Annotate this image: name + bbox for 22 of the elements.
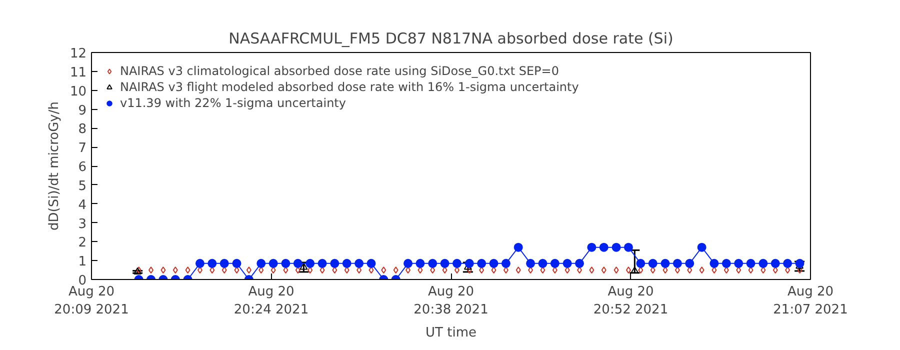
y-tick-label: 3 [78,216,87,232]
y-tick-label: 10 [70,84,87,100]
y-tick-label: 8 [78,122,87,138]
legend-label: NAIRAS v3 climatological absorbed dose rate using SiDose_G0.txt SEP=0 [120,64,559,78]
x-tick-label: Aug 20 20:52 2021 [593,284,668,318]
y-tick-label: 12 [70,46,87,62]
chart-title: NASAAFRCMUL_FM5 DC87 N817NA absorbed dose rate (Si) [228,30,674,48]
x-axis-title: UT time [426,326,476,340]
y-tick-label: 5 [78,178,87,194]
y-tick-label: 4 [78,198,87,213]
y-tick-label: 9 [78,103,87,118]
y-tick-label: 11 [70,65,87,80]
y-tick-label: 2 [78,236,87,251]
y-axis-title: dD(Si)/dt microGy/h [46,102,62,230]
x-tick-label: Aug 20 21:07 2021 [773,284,848,318]
x-tick-label: Aug 20 20:38 2021 [414,284,488,318]
legend-label: NAIRAS v3 flight modeled absorbed dose rate with 16% 1-sigma uncertainty [120,80,579,94]
y-tick-label: 7 [78,141,87,156]
y-tick-label: 1 [78,254,87,270]
x-tick-label: Aug 20 20:24 2021 [234,284,309,318]
legend-label: v11.39 with 22% 1-sigma uncertainty [120,96,346,110]
y-tick-label: 6 [78,160,87,175]
